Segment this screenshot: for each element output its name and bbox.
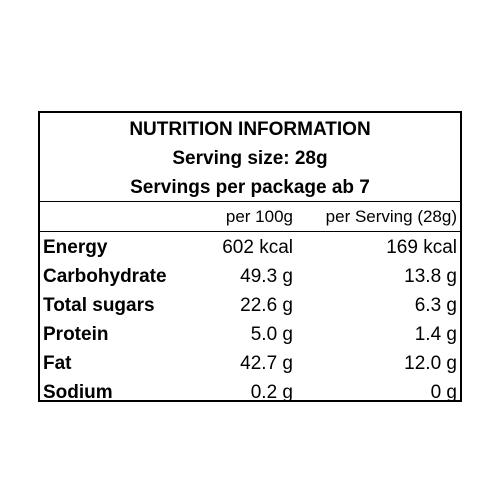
panel-title: NUTRITION INFORMATION xyxy=(129,119,371,140)
value-per-serving: 12.0 g xyxy=(404,353,457,374)
value-per-100g: 22.6 g xyxy=(240,295,293,316)
nutrition-panel: NUTRITION INFORMATION Serving size: 28g … xyxy=(38,111,462,403)
nutrient-name: Carbohydrate xyxy=(43,266,167,287)
value-per-serving: 1.4 g xyxy=(414,324,457,345)
panel-header: NUTRITION INFORMATION Serving size: 28g … xyxy=(40,113,460,202)
nutrient-name: Protein xyxy=(43,324,109,345)
nutrient-name: Sodium xyxy=(43,382,113,403)
nutrient-name: Fat xyxy=(43,353,72,374)
value-per-100g: 49.3 g xyxy=(240,266,293,287)
nutrient-name: Energy xyxy=(43,237,108,258)
value-per-100g: 602 kcal xyxy=(222,237,293,258)
nutrient-row-total-sugars: Total sugars 22.6 g 6.3 g xyxy=(40,292,460,321)
value-per-100g: 42.7 g xyxy=(240,353,293,374)
column-header-per-serving: per Serving (28g) xyxy=(325,207,457,226)
nutrient-row-sodium: Sodium 0.2 g 0 g xyxy=(40,379,460,408)
column-header-row: per 100g per Serving (28g) xyxy=(40,202,460,232)
serving-size: Serving size: 28g xyxy=(172,148,328,169)
servings-per-package: Servings per package ab 7 xyxy=(130,177,370,198)
value-per-100g: 0.2 g xyxy=(250,382,293,403)
value-per-serving: 169 kcal xyxy=(386,237,457,258)
nutrient-row-fat: Fat 42.7 g 12.0 g xyxy=(40,350,460,379)
value-per-100g: 5.0 g xyxy=(250,324,293,345)
column-header-per-100g: per 100g xyxy=(225,207,293,226)
nutrient-row-energy: Energy 602 kcal 169 kcal xyxy=(40,234,460,263)
nutrient-row-protein: Protein 5.0 g 1.4 g xyxy=(40,321,460,350)
value-per-serving: 0 g xyxy=(430,382,457,403)
nutrient-row-carbohydrate: Carbohydrate 49.3 g 13.8 g xyxy=(40,263,460,292)
value-per-serving: 13.8 g xyxy=(404,266,457,287)
nutrient-name: Total sugars xyxy=(43,295,155,316)
value-per-serving: 6.3 g xyxy=(414,295,457,316)
nutrient-rows: Energy 602 kcal 169 kcal Carbohydrate 49… xyxy=(40,232,460,408)
